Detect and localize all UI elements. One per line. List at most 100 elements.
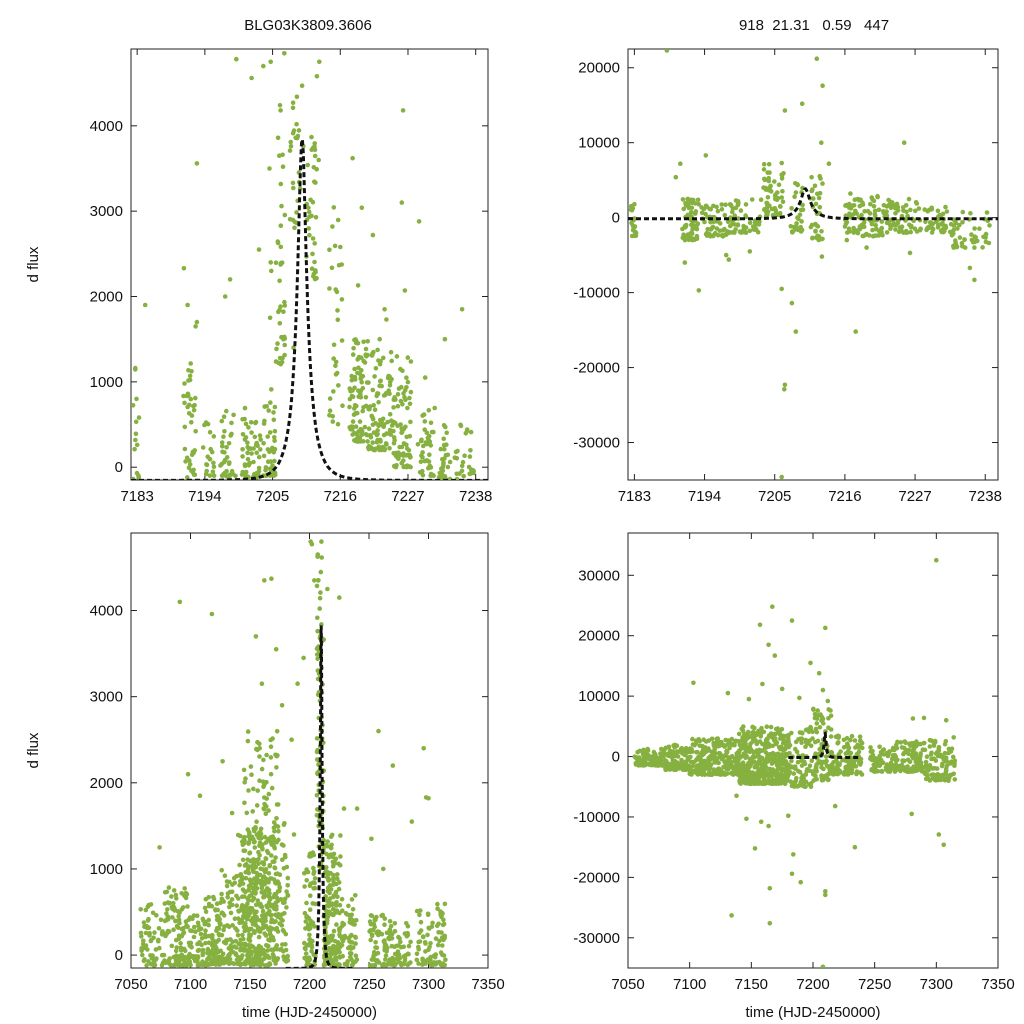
data-point bbox=[407, 455, 413, 460]
data-point bbox=[711, 767, 717, 772]
data-point bbox=[193, 429, 198, 434]
data-point bbox=[704, 204, 710, 210]
data-point bbox=[224, 883, 230, 889]
data-point bbox=[306, 209, 312, 215]
data-point bbox=[275, 135, 281, 141]
data-point bbox=[338, 833, 343, 838]
data-point bbox=[268, 913, 273, 918]
data-point bbox=[185, 771, 191, 777]
data-point bbox=[205, 946, 211, 952]
data-point bbox=[404, 434, 410, 440]
data-point bbox=[696, 201, 701, 207]
data-point bbox=[257, 840, 263, 845]
data-point bbox=[651, 749, 657, 755]
data-point bbox=[309, 945, 315, 950]
data-point bbox=[325, 888, 331, 894]
data-point bbox=[331, 205, 337, 210]
data-point bbox=[730, 206, 736, 211]
data-point bbox=[399, 429, 405, 434]
data-point bbox=[191, 913, 197, 918]
data-point bbox=[894, 745, 900, 751]
data-point bbox=[782, 387, 787, 392]
data-point bbox=[672, 762, 678, 768]
data-point bbox=[132, 446, 137, 452]
data-point bbox=[704, 230, 710, 236]
data-point bbox=[768, 724, 774, 730]
data-point bbox=[690, 227, 695, 232]
data-point bbox=[263, 867, 269, 872]
data-point bbox=[716, 750, 722, 756]
data-point bbox=[356, 429, 361, 434]
data-point bbox=[140, 952, 145, 958]
data-point bbox=[272, 428, 278, 434]
data-point bbox=[350, 419, 356, 424]
data-point bbox=[245, 857, 250, 862]
data-point bbox=[370, 387, 376, 393]
data-point bbox=[904, 769, 910, 774]
data-point bbox=[398, 944, 404, 950]
data-point bbox=[823, 754, 829, 759]
data-point bbox=[277, 103, 283, 108]
data-point bbox=[336, 926, 342, 932]
data-point bbox=[745, 733, 751, 738]
data-point bbox=[436, 959, 442, 965]
data-point bbox=[275, 341, 280, 346]
data-point bbox=[868, 201, 873, 207]
data-point bbox=[810, 235, 815, 241]
data-point bbox=[710, 224, 716, 230]
data-point bbox=[339, 338, 345, 343]
data-point bbox=[392, 944, 397, 949]
data-point bbox=[174, 961, 179, 967]
data-point bbox=[266, 926, 271, 932]
data-point bbox=[867, 211, 873, 216]
data-point bbox=[927, 744, 933, 749]
data-point bbox=[723, 737, 728, 743]
data-point bbox=[951, 243, 956, 249]
data-point bbox=[191, 403, 196, 409]
data-point bbox=[843, 213, 849, 218]
data-point bbox=[807, 738, 812, 743]
data-point bbox=[943, 204, 948, 210]
data-point bbox=[418, 919, 424, 925]
y-tick-label: 4000 bbox=[90, 118, 123, 135]
data-point bbox=[764, 769, 769, 775]
data-point bbox=[277, 947, 283, 952]
data-point bbox=[237, 862, 242, 868]
data-point bbox=[422, 419, 428, 424]
data-point bbox=[214, 917, 220, 922]
data-point bbox=[249, 451, 254, 456]
data-point bbox=[232, 944, 237, 949]
y-axis-label: d flux bbox=[25, 732, 42, 768]
data-point bbox=[357, 435, 362, 440]
data-point bbox=[254, 450, 259, 456]
data-point bbox=[907, 250, 913, 256]
data-point bbox=[274, 895, 280, 901]
data-point bbox=[316, 578, 321, 583]
data-point bbox=[136, 475, 142, 480]
data-point bbox=[753, 777, 759, 782]
data-point bbox=[773, 192, 778, 197]
data-points bbox=[131, 51, 477, 480]
data-point bbox=[835, 734, 841, 739]
data-point bbox=[336, 880, 342, 885]
data-point bbox=[162, 918, 168, 924]
data-point bbox=[780, 188, 785, 194]
y-tick-label: 1000 bbox=[90, 374, 123, 391]
data-point bbox=[447, 459, 453, 465]
data-point bbox=[200, 916, 206, 922]
data-point bbox=[375, 391, 381, 397]
data-point bbox=[243, 921, 248, 926]
data-point bbox=[749, 197, 755, 202]
data-point bbox=[243, 875, 249, 881]
data-point bbox=[335, 876, 340, 881]
data-point bbox=[898, 227, 904, 232]
data-point bbox=[968, 211, 973, 216]
data-point bbox=[229, 431, 234, 437]
data-point bbox=[262, 834, 268, 840]
data-point bbox=[936, 832, 942, 837]
x-tick-label: 7250 bbox=[352, 976, 385, 993]
data-point bbox=[812, 777, 818, 782]
data-point bbox=[862, 209, 867, 214]
data-point bbox=[941, 842, 946, 848]
data-point bbox=[421, 746, 427, 751]
